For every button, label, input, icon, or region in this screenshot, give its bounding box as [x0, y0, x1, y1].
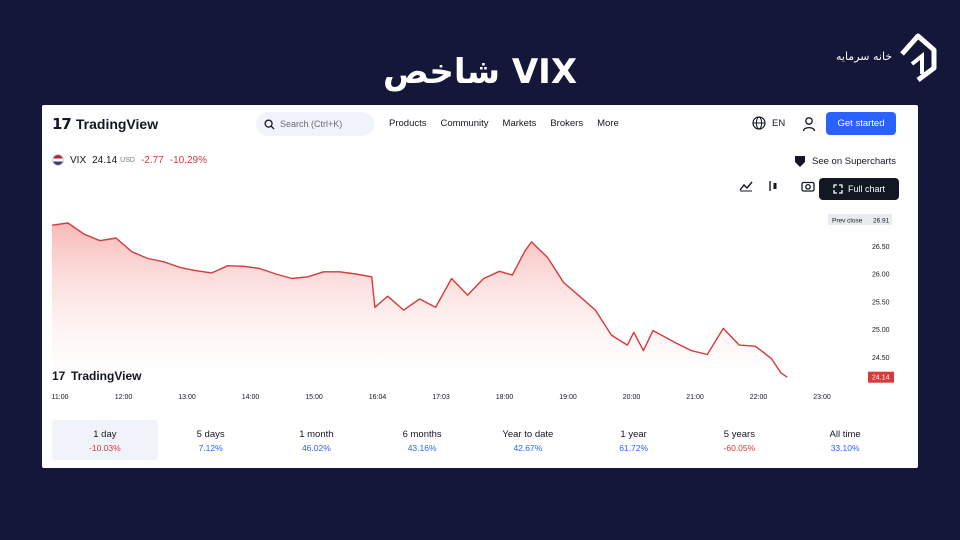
symbol-change-percent: -10.29%: [169, 154, 207, 166]
nav-brokers[interactable]: Brokers: [550, 118, 584, 129]
period-value: -60.05%: [723, 443, 756, 453]
last-price-value: 24.14: [872, 375, 890, 382]
full-chart-button[interactable]: Full chart: [819, 178, 899, 200]
brand-logo-text: خانه سرمایه: [836, 50, 892, 63]
watermark-text: TradingView: [71, 369, 142, 383]
vix-area-chart[interactable]: 11:00 12:00 13:00 14:00 15:00 16:04 17:03 18:00…: [42, 205, 918, 410]
brand-logo: خانه سرمایه: [834, 24, 940, 88]
full-chart-label: Full chart: [847, 184, 885, 194]
series-line-vix: [51, 222, 788, 378]
y-tick-label: 25.50: [872, 299, 890, 306]
x-tick-label: 13:00: [178, 394, 196, 401]
house-logo-icon: خانه سرمایه: [836, 33, 937, 82]
period-value: 43.16%: [407, 443, 437, 453]
period-label: 1 month: [299, 429, 334, 440]
page-title: شاخص VIX: [382, 52, 578, 92]
prev-close-label: Prev close: [832, 218, 863, 225]
y-tick-label: 26.00: [872, 272, 890, 279]
line-chart-style-icon[interactable]: [739, 180, 753, 192]
user-icon[interactable]: [802, 116, 816, 132]
period-label: 1 year: [620, 429, 647, 440]
period-label: All time: [829, 429, 861, 440]
globe-icon: [752, 116, 766, 130]
get-started-button[interactable]: Get started: [826, 112, 896, 135]
candle-style-icon[interactable]: [767, 180, 779, 192]
symbol-name: VIX: [70, 154, 87, 166]
x-tick-label: 16:04: [369, 394, 387, 401]
period-all-time[interactable]: All time 33.10%: [792, 420, 898, 460]
nav-community[interactable]: Community: [440, 118, 489, 129]
symbol-quote: VIX 24.14 USD -2.77 -10.29%: [52, 154, 207, 166]
nav-products[interactable]: Products: [389, 118, 427, 129]
period-value: 33.10%: [830, 443, 860, 453]
x-tick-label: 12:00: [115, 394, 133, 401]
period-label: Year to date: [502, 429, 554, 440]
period-value: -10.03%: [89, 443, 121, 453]
nav-more[interactable]: More: [597, 118, 619, 129]
period-1-year[interactable]: 1 year 61.72%: [581, 420, 687, 460]
supercharts-icon: [795, 156, 805, 167]
period-value: 7.12%: [198, 443, 223, 453]
symbol-currency: USD: [120, 156, 135, 164]
symbol-price: 24.14: [92, 154, 118, 166]
x-tick-label: 14:00: [242, 394, 260, 401]
period-value: 42.67%: [513, 443, 543, 453]
tradingview-card: 17 TradingView Search (Ctrl+K) Products …: [42, 105, 918, 468]
x-tick-label: 18:00: [496, 394, 514, 401]
language-selector[interactable]: EN: [752, 116, 785, 130]
watermark-mark: 17: [52, 369, 66, 383]
chart-area-fill: [52, 223, 788, 385]
nav-markets[interactable]: Markets: [502, 118, 537, 129]
y-axis: 24.50 25.00 25.50 26.00 26.50: [872, 244, 890, 362]
x-tick-label: 23:00: [813, 394, 831, 401]
tradingview-watermark: 17 TradingView: [52, 369, 142, 383]
tradingview-logo-icon: 17: [52, 115, 72, 133]
language-label: EN: [772, 117, 786, 129]
x-tick-label: 20:00: [623, 394, 641, 401]
y-tick-label: 24.50: [872, 355, 890, 362]
y-tick-label: 25.00: [872, 327, 890, 334]
period-year-to-date[interactable]: Year to date 42.67%: [475, 420, 581, 460]
period-1-month[interactable]: 1 month 46.02%: [264, 420, 370, 460]
camera-icon[interactable]: [801, 180, 815, 192]
search-icon: [264, 118, 275, 130]
search-placeholder: Search (Ctrl+K): [280, 119, 343, 129]
period-value: 61.72%: [619, 443, 649, 453]
period-label: 6 months: [402, 429, 442, 440]
y-tick-label: 26.50: [872, 244, 890, 251]
period-value: 46.02%: [301, 443, 331, 453]
us-flag-icon: [52, 154, 64, 166]
performance-periods: 1 day -10.03% 5 days 7.12% 1 month 46.02% 6…: [52, 420, 898, 460]
x-axis: 11:00 12:00 13:00 14:00 15:00 16:04 17:03 18:00…: [52, 394, 831, 401]
period-1-day[interactable]: 1 day -10.03%: [52, 420, 158, 460]
see-on-supercharts-link[interactable]: See on Supercharts: [793, 154, 896, 168]
period-label: 1 day: [93, 429, 117, 440]
symbol-change: -2.77: [140, 154, 164, 166]
x-tick-label: 19:00: [559, 394, 577, 401]
prev-close-tag: Prev close 26.91: [828, 214, 892, 225]
x-tick-label: 15:00: [305, 394, 323, 401]
main-nav: Products Community Markets Brokers More: [389, 118, 619, 129]
period-label: 5 years: [723, 429, 755, 440]
x-tick-label: 11:00: [52, 394, 69, 401]
period-6-months[interactable]: 6 months 43.16%: [369, 420, 475, 460]
tradingview-logo-text: TradingView: [75, 116, 159, 132]
period-5-days[interactable]: 5 days 7.12%: [158, 420, 264, 460]
x-tick-label: 21:00: [686, 394, 704, 401]
chart-tools: [739, 180, 815, 192]
prev-close-value: 26.91: [873, 218, 890, 225]
expand-icon: [833, 184, 843, 194]
tradingview-logo[interactable]: 17 TradingView: [52, 115, 158, 133]
supercharts-label: See on Supercharts: [812, 155, 896, 167]
x-tick-label: 22:00: [750, 394, 768, 401]
period-label: 5 days: [196, 429, 225, 440]
search-input[interactable]: Search (Ctrl+K): [256, 112, 374, 136]
last-price-tag: 24.14: [868, 371, 894, 383]
x-tick-label: 17:03: [432, 394, 450, 401]
period-5-years[interactable]: 5 years -60.05%: [687, 420, 793, 460]
